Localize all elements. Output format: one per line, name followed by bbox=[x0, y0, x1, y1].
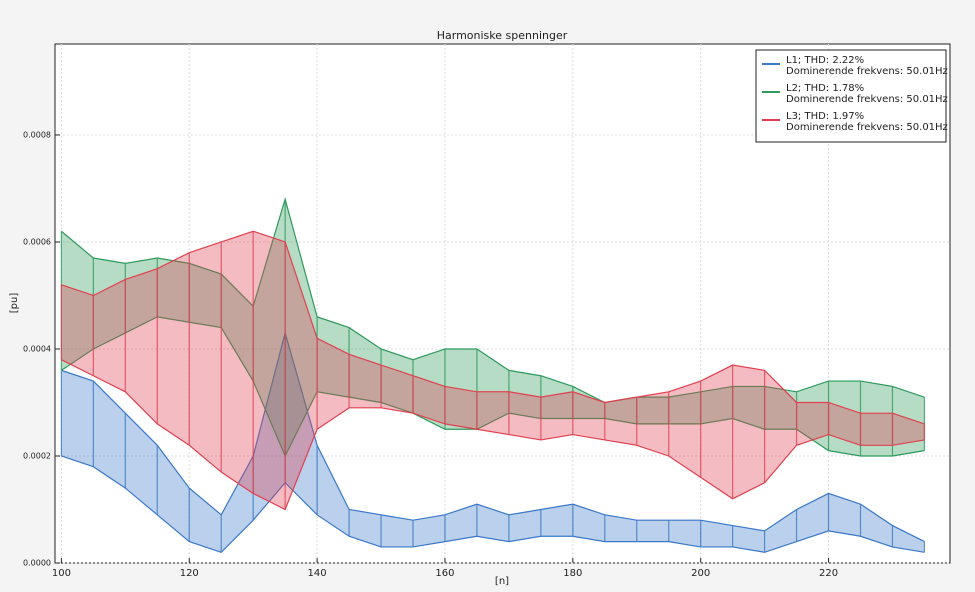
envelope-low bbox=[61, 359, 925, 511]
legend-note: Dominerende frekvens: 50.01Hz bbox=[786, 66, 948, 77]
envelope-low bbox=[61, 455, 925, 553]
x-tick-label: 180 bbox=[563, 568, 582, 579]
envelope-high bbox=[61, 196, 925, 404]
envelope-high bbox=[61, 230, 925, 425]
y-tick-label: 0.0008 bbox=[23, 130, 51, 139]
x-axis-label: [n] bbox=[495, 576, 509, 587]
chart-title: Harmoniske spenninger bbox=[437, 29, 568, 42]
envelope-low bbox=[61, 316, 925, 458]
x-tick-label: 200 bbox=[691, 568, 710, 579]
x-tick-label: 100 bbox=[52, 568, 71, 579]
x-tick-label: 160 bbox=[435, 568, 454, 579]
legend-label: L2; THD: 1.78% bbox=[786, 83, 864, 94]
legend: L1; THD: 2.22%Dominerende frekvens: 50.0… bbox=[755, 49, 948, 143]
x-tick-label: 220 bbox=[819, 568, 838, 579]
legend-note: Dominerende frekvens: 50.01Hz bbox=[786, 94, 948, 105]
y-tick-label: 0.0006 bbox=[23, 237, 51, 246]
band-fill bbox=[61, 332, 925, 553]
y-axis-label: [pu] bbox=[9, 293, 20, 314]
legend-box bbox=[755, 49, 947, 143]
legend-label: L1; THD: 2.22% bbox=[786, 55, 864, 66]
envelope-high bbox=[61, 330, 925, 543]
data-layer bbox=[60, 196, 926, 553]
legend-note: Dominerende frekvens: 50.01Hz bbox=[786, 122, 948, 133]
band-fill bbox=[61, 231, 925, 510]
y-tick-label: 0.0004 bbox=[23, 344, 51, 353]
x-tick-label: 140 bbox=[308, 568, 327, 579]
y-tick-label: 0.0002 bbox=[23, 451, 51, 460]
y-tick-label: 0.0000 bbox=[23, 559, 51, 568]
legend-label: L3; THD: 1.97% bbox=[786, 111, 864, 122]
x-tick-label: 120 bbox=[180, 568, 199, 579]
band-fill bbox=[61, 199, 925, 456]
